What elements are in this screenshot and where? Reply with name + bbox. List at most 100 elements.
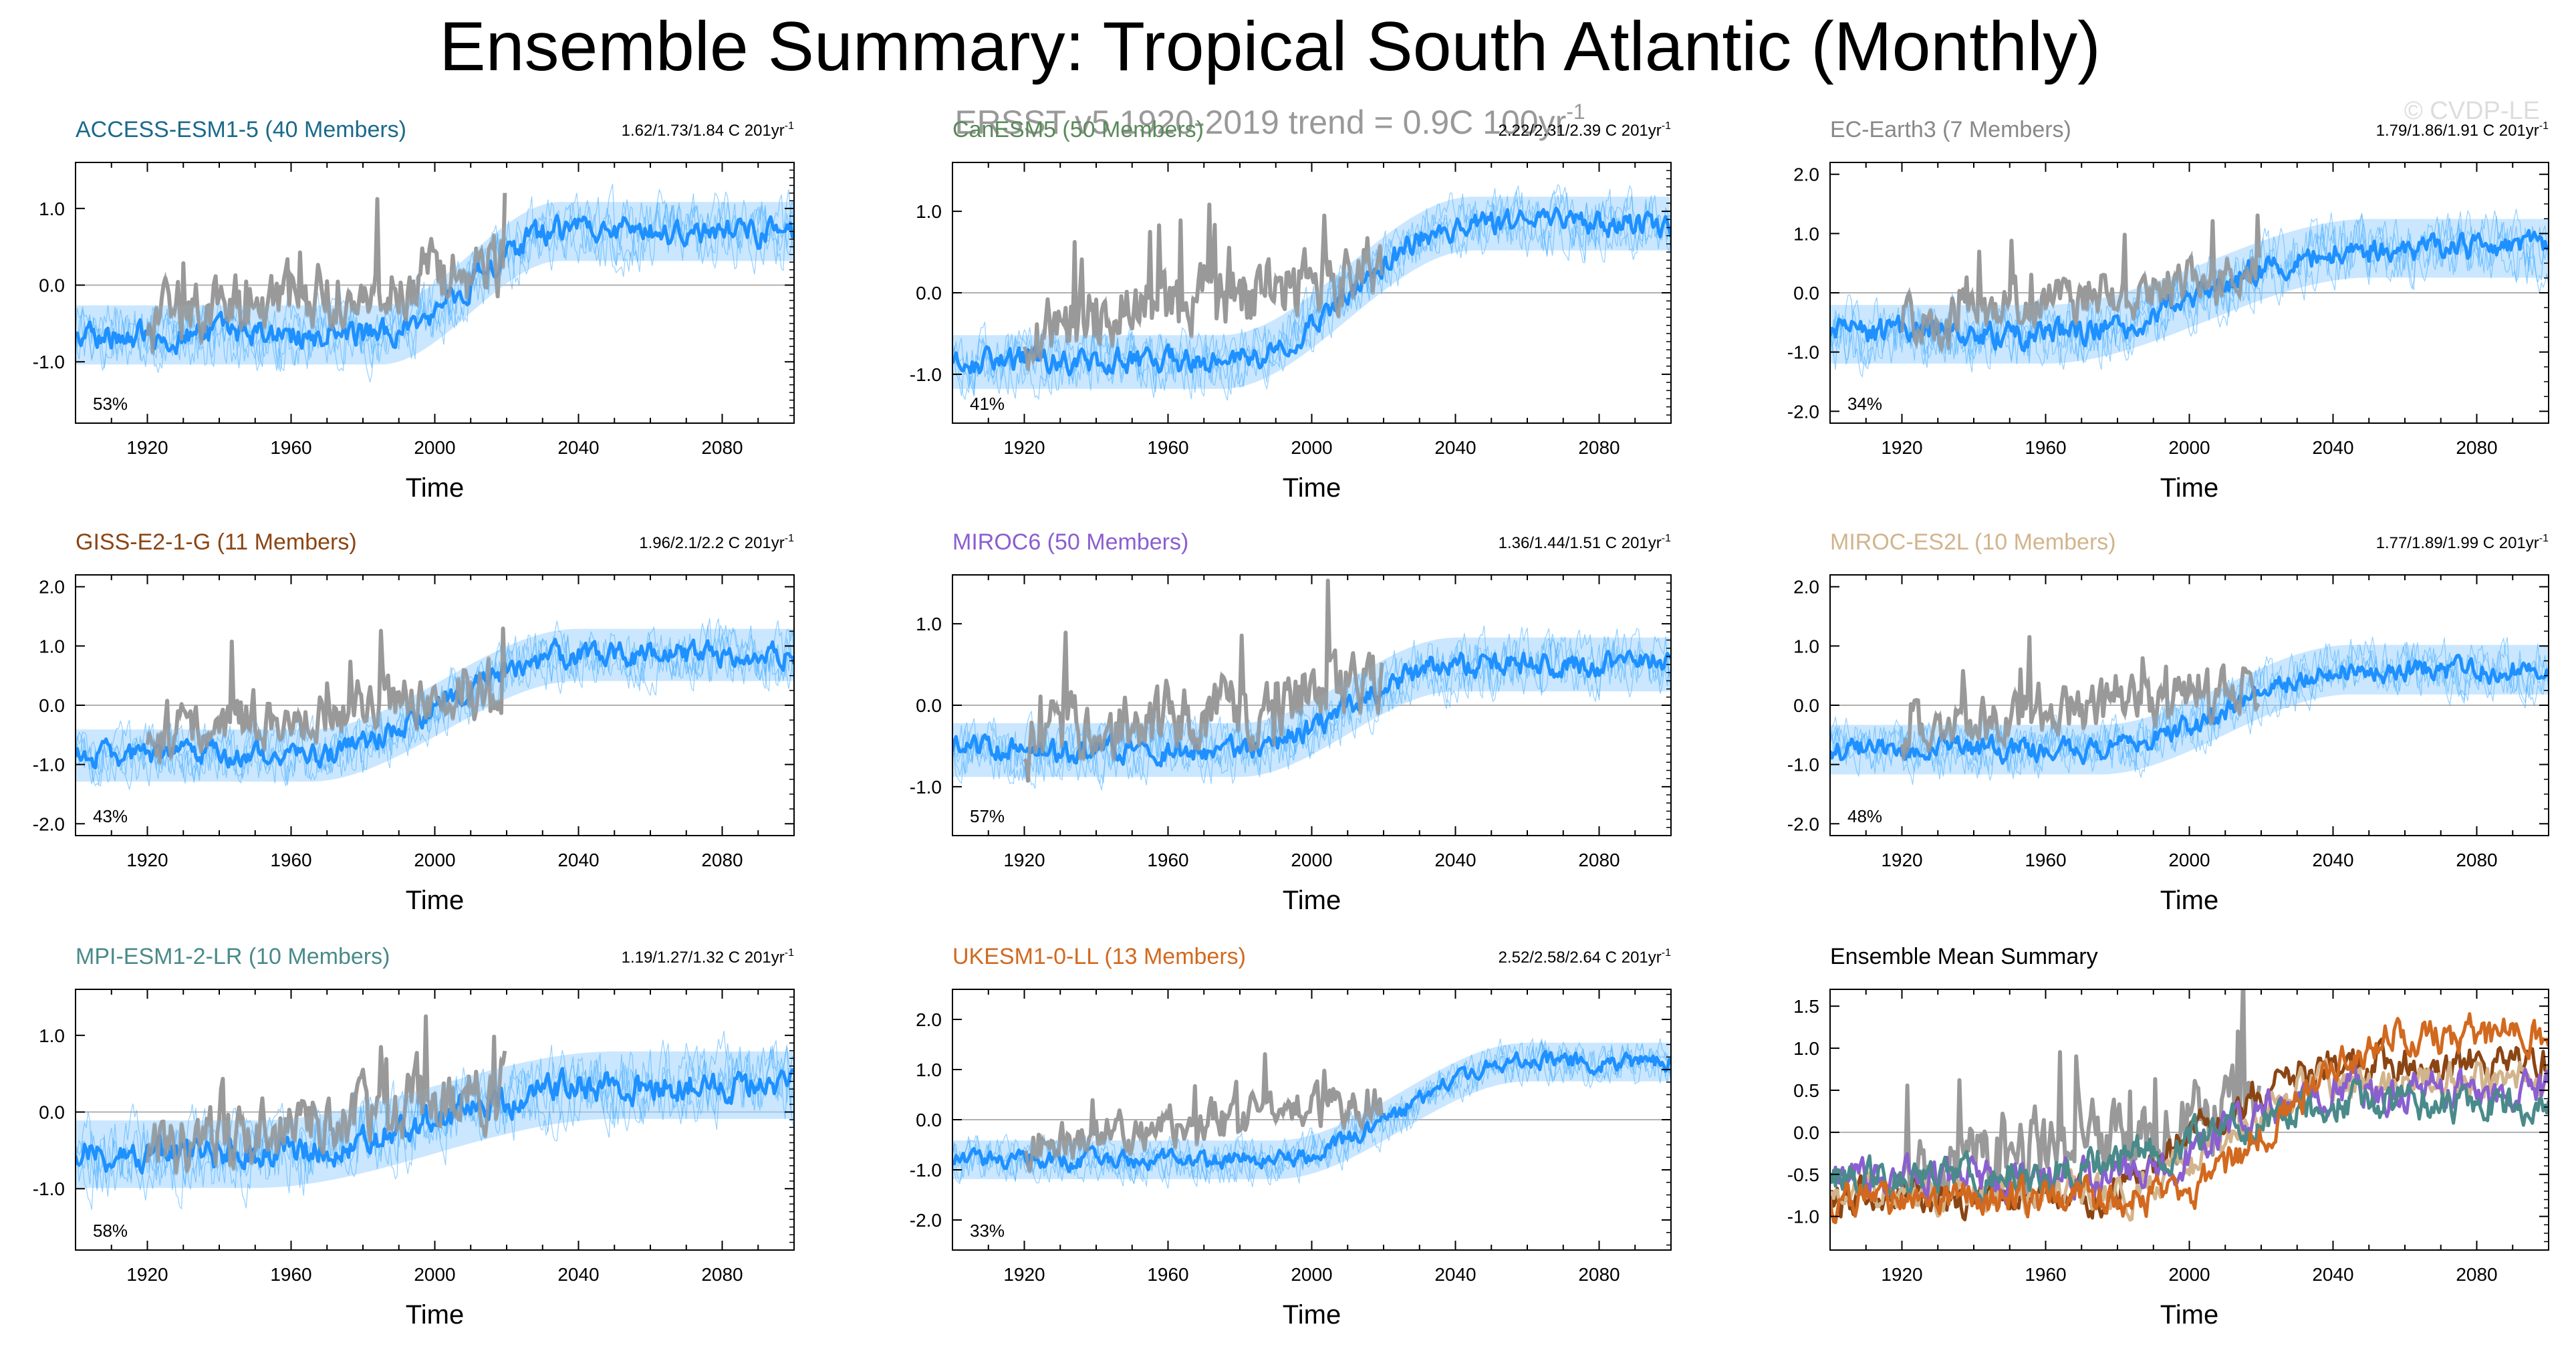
panel-grid: ACCESS-ESM1-5 (40 Members) 1.62/1.73/1.84… [33,117,2549,1330]
y-tick-label: 0.0 [39,1102,65,1123]
observation-overlay-line [146,628,507,763]
trend-superscript: -1 [1662,120,1671,132]
trend-superscript: -1 [785,533,794,544]
y-tick-label: 1.0 [39,636,65,656]
trend-label: 2.52/2.58/2.64 C 201yr-1 [1499,947,1672,967]
x-tick-label: 2000 [414,437,455,458]
x-tick-label: 2000 [1291,1264,1332,1285]
x-axis-label: Time [2160,1300,2218,1330]
x-tick-label: 1920 [126,437,168,458]
percent-label: 33% [970,1221,1005,1241]
summary-series-line [1830,1059,2549,1206]
percent-label: 48% [1847,806,1882,826]
percent-label: 41% [970,394,1005,414]
trend-label: 1.36/1.44/1.51 C 201yr-1 [1499,533,1672,552]
chart-panel: MIROC6 (50 Members) 1.36/1.44/1.51 C 201y… [910,529,1672,915]
y-tick-label: 0.0 [916,695,942,716]
x-tick-label: 2040 [1434,1264,1476,1285]
ensemble-mean-line [1830,654,2549,765]
trend-superscript: -1 [785,120,794,132]
chart-panel: ACCESS-ESM1-5 (40 Members) 1.62/1.73/1.84… [33,117,795,503]
y-tick-label: 1.0 [916,614,942,634]
y-tick-label: 2.0 [1793,577,1819,598]
y-tick-label: -0.5 [1787,1164,1819,1185]
x-tick-label: 1920 [126,850,168,870]
plot-area [76,618,794,790]
x-tick-label: 2080 [1578,437,1620,458]
ensemble-mean-line [952,207,1671,377]
x-tick-label: 2000 [414,850,455,870]
x-tick-label: 2000 [2168,1264,2210,1285]
x-tick-label: 2040 [2312,850,2353,870]
observation-overlay-line [1023,1054,1384,1173]
trend-value: 1.79/1.86/1.91 C 201yr [2376,122,2539,140]
x-tick-label: 2080 [2456,437,2497,458]
x-axis-label: Time [406,1300,464,1330]
x-tick-label: 2000 [1291,437,1332,458]
ensemble-spread-band [952,197,1671,389]
y-tick-label: -1.0 [33,352,65,372]
y-tick-label: -2.0 [1787,814,1819,834]
y-tick-label: 1.0 [1793,223,1819,244]
trend-label: 1.62/1.73/1.84 C 201yr-1 [622,120,795,140]
x-tick-label: 1960 [270,1264,311,1285]
y-tick-label: -2.0 [1787,401,1819,422]
trend-value: 1.96/2.1/2.2 C 201yr [639,534,784,552]
x-tick-label: 2040 [557,850,599,870]
y-tick-label: -2.0 [33,814,65,834]
x-tick-label: 2040 [1434,850,1476,870]
chart-panel: MPI-ESM1-2-LR (10 Members) 1.19/1.27/1.32… [33,944,795,1330]
trend-value: 2.22/2.31/2.39 C 201yr [1499,122,1662,140]
panel-title: ACCESS-ESM1-5 (40 Members) [76,117,406,142]
ensemble-mean-line [76,214,794,356]
figure-title: Ensemble Summary: Tropical South Atlanti… [439,8,2100,86]
x-tick-label: 2080 [701,437,743,458]
percent-label: 34% [1847,394,1882,414]
x-tick-label: 1960 [2025,437,2066,458]
x-tick-label: 1920 [1881,850,1922,870]
x-tick-label: 2080 [1578,850,1620,870]
x-tick-label: 2000 [2168,850,2210,870]
trend-label: 1.77/1.89/1.99 C 201yr-1 [2376,533,2549,552]
ensemble-member-line [952,184,1671,400]
trend-value: 1.77/1.89/1.99 C 201yr [2376,534,2539,552]
trend-superscript: -1 [2539,533,2549,544]
y-tick-label: 2.0 [39,577,65,598]
plot-area [76,1014,794,1210]
ensemble-member-line [1830,636,2549,779]
x-tick-label: 1920 [126,1264,168,1285]
y-tick-label: -1.0 [910,777,942,797]
ensemble-member-line [1830,209,2549,370]
x-axis-label: Time [2160,473,2218,503]
x-tick-label: 2040 [557,1264,599,1285]
x-tick-label: 1960 [2025,1264,2066,1285]
trend-superscript: -1 [1662,947,1671,959]
copyright-label: © CVDP-LE [2404,97,2540,125]
x-axis-label: Time [1283,473,1341,503]
x-tick-label: 2080 [701,850,743,870]
y-tick-label: 0.0 [39,695,65,716]
plot-area [1830,209,2549,378]
panel-title: CanESM5 (50 Members) [952,117,1204,142]
percent-label: 53% [93,394,128,414]
trend-superscript: -1 [2539,120,2549,132]
ensemble-member-line [76,625,794,790]
plot-area [952,578,1671,791]
ensemble-mean-line [952,1050,1671,1173]
panel-title: MIROC-ES2L (10 Members) [1830,529,2116,555]
trend-label: 1.79/1.86/1.91 C 201yr-1 [2376,120,2549,140]
x-tick-label: 1920 [1003,1264,1045,1285]
y-tick-label: 2.0 [1793,164,1819,185]
subtitle-superscript: -1 [1566,100,1585,124]
observation-overlay-line [1900,636,2261,760]
percent-label: 43% [93,806,128,826]
trend-superscript: -1 [1662,533,1671,544]
y-tick-label: 1.0 [916,1060,942,1080]
panel-title: GISS-E2-1-G (11 Members) [76,529,357,555]
x-tick-label: 2040 [2312,1264,2353,1285]
panel-title: MIROC6 (50 Members) [952,529,1188,555]
summary-series-line [1830,1012,2549,1225]
y-tick-label: -2.0 [910,1210,942,1231]
plot-area [952,184,1671,401]
chart-panel: MIROC-ES2L (10 Members) 1.77/1.89/1.99 C … [1787,529,2549,915]
